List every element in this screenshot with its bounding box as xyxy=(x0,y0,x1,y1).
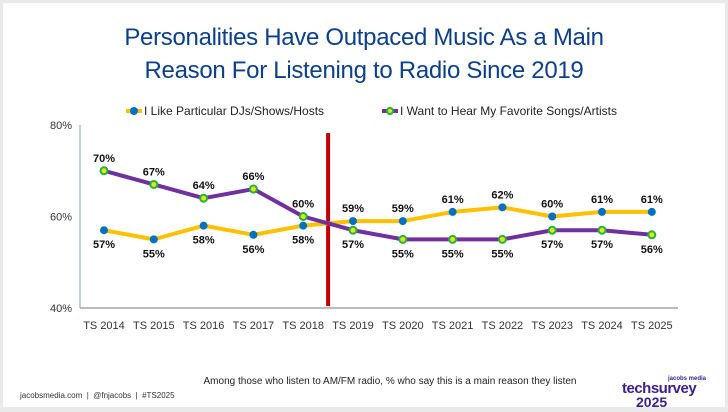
data-label-1: 55% xyxy=(442,248,464,260)
legend-label-songs: I Want to Hear My Favorite Songs/Artists xyxy=(400,104,617,118)
x-tick-label: TS 2021 xyxy=(432,320,474,332)
chart-title: Personalities Have Outpaced Music As a M… xyxy=(0,21,728,87)
data-point-1 xyxy=(149,179,159,189)
slide-background xyxy=(3,3,725,407)
data-point-0 xyxy=(598,207,606,216)
data-label-0: 61% xyxy=(591,194,613,206)
data-point-1 xyxy=(398,234,408,244)
x-tick-label: TS 2020 xyxy=(382,320,424,332)
legend-swatch-djs-icon xyxy=(126,105,142,117)
footnote: Among those who listen to AM/FM radio, %… xyxy=(203,376,577,387)
data-label-0: 59% xyxy=(342,203,364,215)
data-point-0 xyxy=(398,217,407,226)
x-tick-label: TS 2016 xyxy=(183,320,225,332)
data-point-1 xyxy=(348,225,358,235)
data-point-1 xyxy=(99,166,109,176)
data-label-0: 61% xyxy=(442,194,464,206)
x-tick-label: TS 2024 xyxy=(581,320,623,332)
brand-main: techsurvey xyxy=(622,380,697,397)
data-label-1: 70% xyxy=(93,153,115,165)
credits: jacobsmedia.com | @fnjacobs | #TS2025 xyxy=(20,391,175,400)
legend-label-djs: I Like Particular DJs/Shows/Hosts xyxy=(144,104,325,118)
x-tick-label: TS 2017 xyxy=(233,320,275,332)
data-label-0: 56% xyxy=(242,244,264,256)
data-point-0 xyxy=(100,226,108,235)
data-label-1: 60% xyxy=(292,199,314,211)
x-tick-label: TS 2023 xyxy=(531,320,573,332)
data-point-1 xyxy=(547,225,557,235)
data-point-0 xyxy=(498,203,507,212)
data-label-0: 57% xyxy=(93,239,115,251)
chart-title-line-2: Reason For Listening to Radio Since 2019 xyxy=(144,57,584,84)
data-point-1 xyxy=(298,212,308,221)
data-label-1: 57% xyxy=(591,239,613,251)
data-point-1 xyxy=(647,230,657,240)
data-label-0: 61% xyxy=(641,194,663,206)
series-line-1 xyxy=(103,168,652,242)
y-tick-label: 80% xyxy=(50,120,72,132)
data-label-1: 55% xyxy=(491,248,513,260)
data-point-0 xyxy=(548,212,557,221)
legend-swatch-songs-icon xyxy=(382,105,398,117)
data-label-0: 60% xyxy=(541,199,563,211)
data-point-1 xyxy=(497,234,507,244)
data-label-1: 56% xyxy=(641,244,663,256)
data-point-0 xyxy=(647,207,656,216)
data-point-0 xyxy=(299,221,308,230)
x-tick-label: TS 2022 xyxy=(482,320,524,332)
data-label-0: 58% xyxy=(193,235,215,247)
data-point-1 xyxy=(597,225,607,235)
brand-small: jacobs media xyxy=(667,376,706,382)
data-label-1: 64% xyxy=(193,180,215,192)
data-label-1: 57% xyxy=(342,239,364,251)
data-label-0: 58% xyxy=(292,235,314,247)
data-label-0: 55% xyxy=(143,248,165,260)
data-point-0 xyxy=(349,217,357,226)
x-tick-label: TS 2014 xyxy=(83,320,125,332)
data-point-1 xyxy=(199,193,209,203)
data-point-1 xyxy=(248,184,258,194)
data-point-1 xyxy=(448,234,458,244)
legend: I Like Particular DJs/Shows/Hosts I Want… xyxy=(0,104,728,124)
data-label-1: 57% xyxy=(541,239,563,251)
data-label-0: 59% xyxy=(392,203,414,215)
legend-item-songs: I Want to Hear My Favorite Songs/Artists xyxy=(382,104,617,118)
y-tick-label: 40% xyxy=(50,303,72,315)
data-label-0: 62% xyxy=(491,189,513,201)
data-point-0 xyxy=(199,221,208,230)
techsurvey-logo: jacobs media techsurvey 2025 xyxy=(622,376,712,410)
x-tick-label: TS 2019 xyxy=(332,320,374,332)
data-point-0 xyxy=(149,235,158,244)
x-tick-label: TS 2015 xyxy=(133,320,175,332)
chart-title-line-1: Personalities Have Outpaced Music As a M… xyxy=(124,24,604,51)
series-line-0 xyxy=(103,205,652,242)
data-label-1: 67% xyxy=(143,166,165,178)
legend-item-djs: I Like Particular DJs/Shows/Hosts xyxy=(126,104,324,118)
data-label-1: 66% xyxy=(242,171,264,183)
data-point-0 xyxy=(448,207,457,216)
y-tick-label: 60% xyxy=(50,212,72,224)
brand-year: 2025 xyxy=(636,394,668,410)
x-tick-label: TS 2018 xyxy=(282,320,324,332)
data-point-0 xyxy=(249,230,258,239)
x-tick-label: TS 2025 xyxy=(631,320,673,332)
data-label-1: 55% xyxy=(392,248,414,260)
